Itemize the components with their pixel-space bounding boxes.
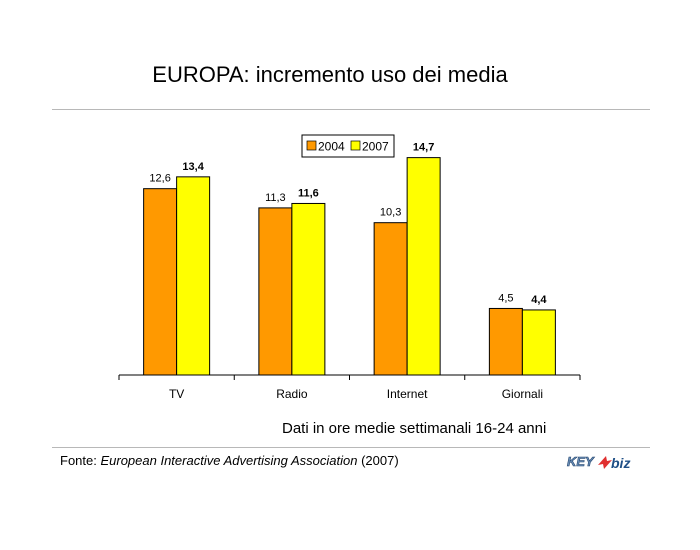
category-label-tv: TV <box>169 387 184 401</box>
logo-arrow-icon <box>598 456 612 469</box>
category-label-radio: Radio <box>276 387 308 401</box>
bar-chart: 12,6 13,4 11,3 11,6 10,3 14,7 4,5 4,4 TV Radio In… <box>118 134 581 401</box>
source-year: (2007) <box>357 453 399 468</box>
source-credit: Fonte: European Interactive Advertising … <box>60 453 399 468</box>
value-label-tv-2007: 13,4 <box>182 161 204 173</box>
bar-giornali-2004 <box>488 307 523 376</box>
value-label-giornali-2007: 4,4 <box>531 294 547 306</box>
legend-box <box>301 134 395 158</box>
legend-swatch-2004 <box>306 140 317 151</box>
value-label-internet-2004: 10,3 <box>380 207 401 219</box>
value-label-tv-2004: 12,6 <box>149 173 170 185</box>
bar-tv-2007 <box>176 176 211 376</box>
value-label-internet-2007: 14,7 <box>413 142 434 154</box>
category-label-giornali: Giornali <box>502 387 543 401</box>
source-prefix: Fonte: <box>60 453 101 468</box>
legend: 2004 2007 <box>301 134 395 158</box>
chart-note: Dati in ore medie settimanali 16-24 anni <box>282 420 547 437</box>
bar-radio-2007 <box>291 202 326 376</box>
category-labels-group: TV Radio Internet Giornali <box>169 387 543 401</box>
logo-key-text: KEY <box>567 454 595 469</box>
keybiz-logo: KEY biz <box>567 454 631 471</box>
value-label-giornali-2004: 4,5 <box>498 292 513 304</box>
bar-internet-2004 <box>373 222 408 376</box>
legend-label-2004: 2004 <box>318 140 345 154</box>
slide-title: EUROPA: incremento uso dei media <box>152 62 508 87</box>
bar-tv-2004 <box>143 188 178 376</box>
legend-label-2007: 2007 <box>362 140 389 154</box>
value-labels-group: 12,6 13,4 11,3 11,6 10,3 14,7 4,5 4,4 <box>149 142 547 306</box>
category-label-internet: Internet <box>387 387 428 401</box>
source-name: European Interactive Advertising Associa… <box>100 453 358 468</box>
bar-internet-2007 <box>406 157 441 376</box>
top-divider <box>52 109 650 110</box>
legend-swatch-2007 <box>350 140 361 151</box>
x-axis-ticks <box>118 375 581 380</box>
bar-radio-2004 <box>258 207 293 376</box>
value-label-radio-2004: 11,3 <box>265 192 286 204</box>
bar-giornali-2007 <box>521 309 556 376</box>
bars-group <box>143 157 556 376</box>
value-label-radio-2007: 11,6 <box>298 187 319 199</box>
logo-biz-text: biz <box>611 455 630 471</box>
bottom-divider <box>52 447 650 448</box>
